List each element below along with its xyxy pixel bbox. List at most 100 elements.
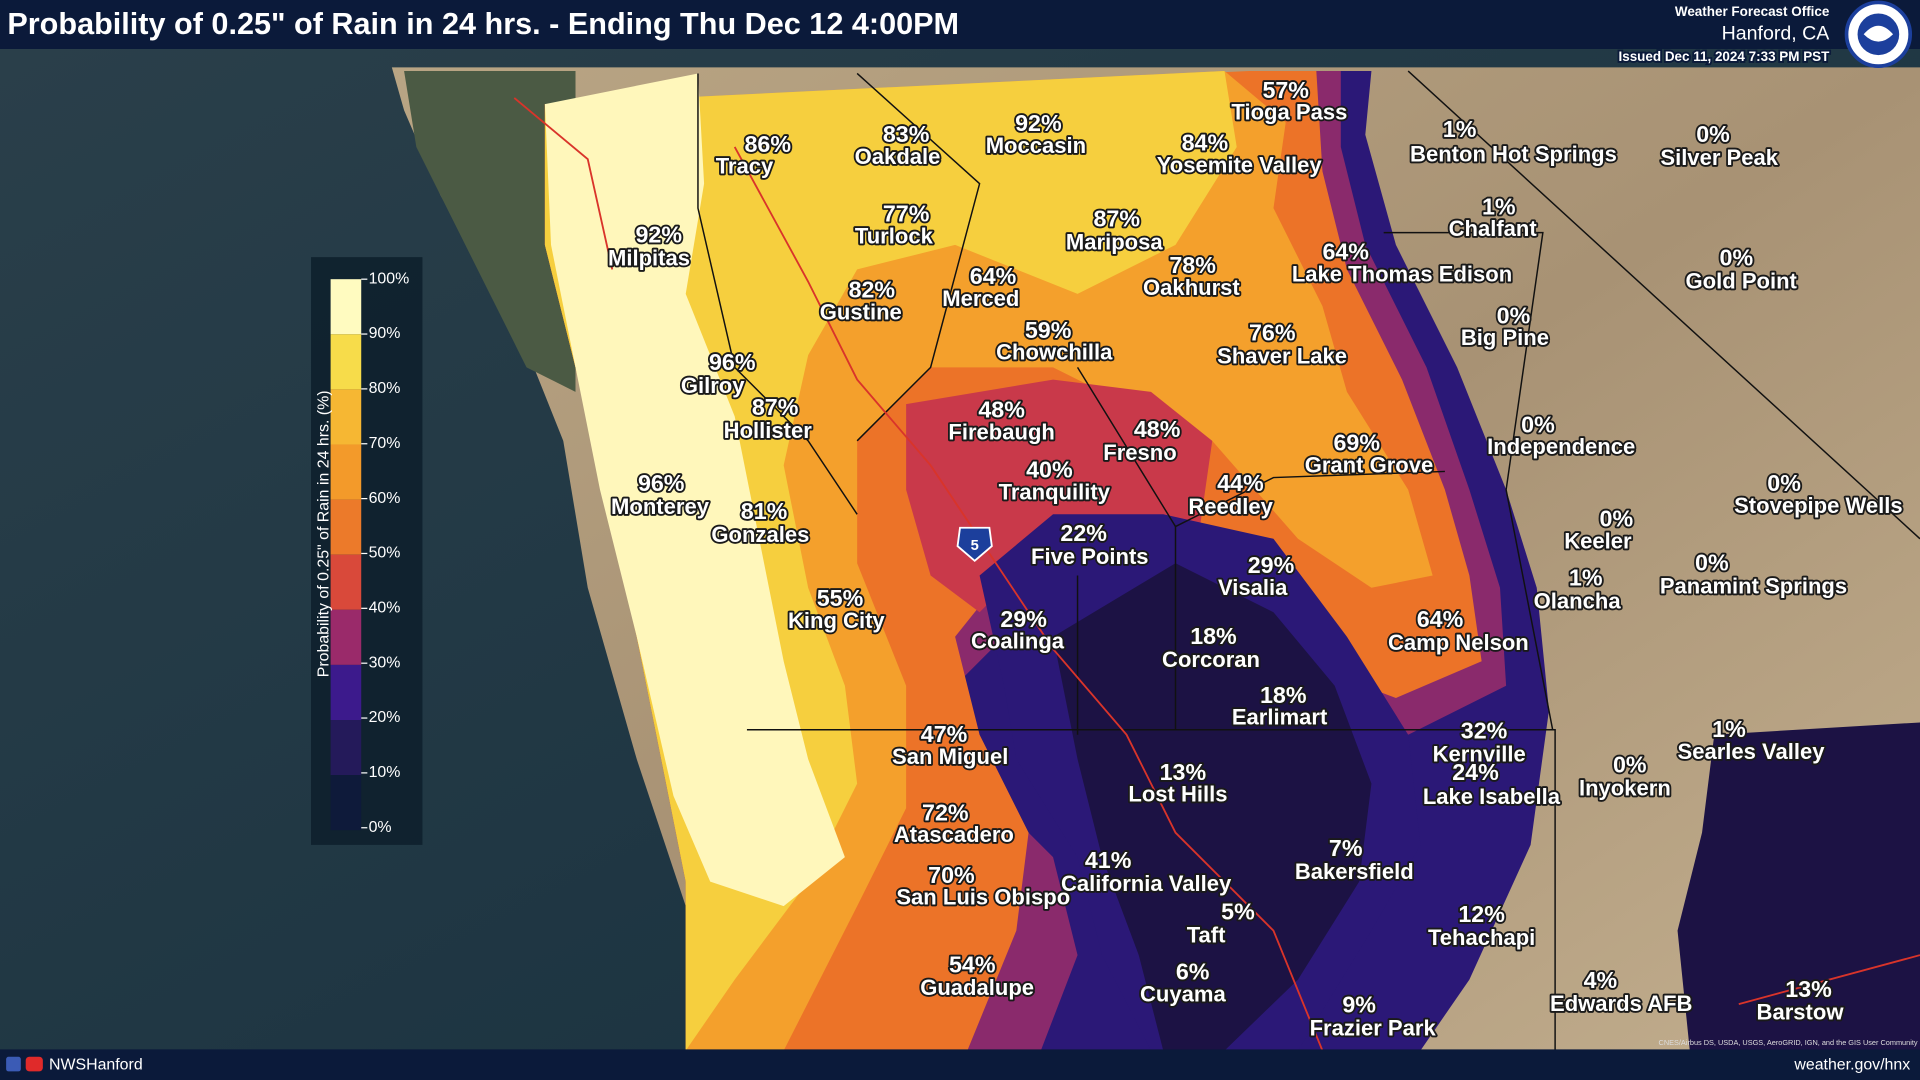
- location-value: 0%: [1720, 245, 1754, 271]
- location-name: Hollister: [724, 418, 813, 443]
- location-value: 1%: [1569, 564, 1603, 590]
- location-value: 44%: [1217, 470, 1264, 496]
- legend-tick-label: 100%: [369, 270, 410, 287]
- location-value: 81%: [741, 498, 788, 524]
- location-name: Oakhurst: [1143, 275, 1240, 300]
- location-name: Lake Isabella: [1423, 784, 1561, 809]
- location-name: Barstow: [1757, 1000, 1845, 1025]
- location-value: 82%: [849, 277, 896, 303]
- legend-tick-label: 60%: [369, 490, 401, 507]
- location-value: 78%: [1169, 252, 1216, 278]
- color-step: [330, 444, 362, 500]
- header: Probability of 0.25" of Rain in 24 hrs. …: [0, 0, 1920, 68]
- legend-tick-label: 30%: [369, 654, 401, 671]
- county-line: [746, 729, 1556, 1051]
- location-name: Visalia: [1218, 575, 1288, 600]
- legend-tick-label: 20%: [369, 709, 401, 726]
- legend-tick-label: 80%: [369, 380, 401, 397]
- location-value: 7%: [1329, 835, 1363, 861]
- location-value: 64%: [970, 263, 1017, 289]
- color-step: [330, 664, 362, 720]
- location-value: 0%: [1497, 302, 1531, 328]
- legend-ticks: 100% 90% 80% 70% 60% 50% 40% 30% 20% 10% 0%: [361, 270, 409, 836]
- location-value: 86%: [744, 131, 791, 157]
- legend-box: [311, 257, 423, 845]
- legend-title: Probability of 0.25" of Rain in 24 hrs. …: [316, 390, 333, 677]
- location-value: 87%: [752, 394, 799, 420]
- location-name: Mariposa: [1066, 230, 1163, 255]
- location-name: California Valley: [1061, 871, 1232, 896]
- location-name: Monterey: [611, 494, 710, 519]
- location-value: 96%: [709, 349, 756, 375]
- shield-shape: [956, 526, 993, 563]
- location-value: 92%: [1015, 110, 1062, 136]
- location-name: Edwards AFB: [1550, 991, 1692, 1016]
- location-value: 76%: [1249, 319, 1296, 345]
- probability-overlay: [544, 71, 1920, 1051]
- location-name: Camp Nelson: [1388, 630, 1529, 655]
- location-value: 96%: [638, 470, 685, 496]
- location-name: Chowchilla: [996, 340, 1113, 365]
- location-name: Searles Valley: [1678, 739, 1826, 764]
- color-step: [330, 775, 362, 831]
- location-value: 47%: [921, 721, 968, 747]
- location-value: 69%: [1333, 430, 1380, 456]
- location-name: Panamint Springs: [1660, 574, 1847, 599]
- boundaries: [697, 70, 1920, 1051]
- issued-time: Issued Dec 11, 2024 7:33 PM PST: [1618, 49, 1830, 64]
- location-value: 41%: [1085, 847, 1132, 873]
- bay-area-land: [404, 71, 576, 392]
- county-line: [1383, 231, 1554, 730]
- footer-bar: [0, 1049, 1920, 1080]
- office-label: Weather Forecast Office: [1675, 4, 1830, 19]
- legend-tick-label: 0%: [369, 819, 392, 836]
- color-step: [330, 334, 362, 390]
- location-name: Stovepipe Wells: [1734, 493, 1903, 518]
- highway: [513, 97, 614, 270]
- location-name: Five Points: [1031, 544, 1149, 569]
- roads: [513, 97, 1920, 1051]
- location-name: Bakersfield: [1295, 859, 1414, 884]
- location-value: 0%: [1696, 121, 1730, 147]
- location-name: Atascadero: [894, 822, 1014, 847]
- band-10-20-mojave: [1677, 722, 1920, 1051]
- header-title: Probability of 0.25" of Rain in 24 hrs. …: [7, 7, 959, 41]
- legend-tick-label: 40%: [369, 600, 401, 617]
- location-value: 29%: [1000, 606, 1047, 632]
- location-value: 0%: [1600, 506, 1634, 532]
- location-name: Keeler: [1564, 528, 1632, 553]
- color-step: [330, 499, 362, 555]
- location-name: Corcoran: [1162, 647, 1260, 672]
- location-name: Lost Hills: [1128, 782, 1227, 807]
- location-name: Gustine: [820, 299, 902, 324]
- location-name: Moccasin: [986, 133, 1086, 158]
- location-name: Shaver Lake: [1217, 343, 1347, 368]
- location-name: Frazier Park: [1310, 1016, 1437, 1041]
- location-value: 22%: [1060, 520, 1107, 546]
- interstate-shield: 5: [956, 526, 993, 563]
- office-location: Hanford, CA: [1722, 22, 1831, 44]
- band-90-100: [544, 73, 845, 907]
- location-value: 64%: [1417, 606, 1464, 632]
- header-bar: [0, 0, 1920, 49]
- location-name: Big Pine: [1461, 325, 1549, 350]
- location-name: Merced: [942, 286, 1019, 311]
- color-step: [330, 609, 362, 665]
- location-value: 55%: [817, 585, 864, 611]
- location-name: Tehachapi: [1428, 925, 1535, 950]
- location-value: 6%: [1176, 959, 1210, 985]
- location-name: Oakdale: [855, 144, 941, 169]
- location-value: 1%: [1712, 716, 1746, 742]
- legend-tick-label: 90%: [369, 325, 401, 342]
- location-name: Coalinga: [971, 629, 1065, 654]
- location-value: 1%: [1443, 116, 1477, 142]
- location-value: 4%: [1584, 967, 1618, 993]
- location-name: Turlock: [855, 223, 934, 248]
- location-name: Benton Hot Springs: [1410, 141, 1617, 166]
- location-labels: 57%Tioga Pass86%Tracy83%Oakdale92%Moccas…: [606, 75, 1904, 1042]
- location-value: 84%: [1182, 130, 1229, 156]
- attribution: CNES/Airbus DS, USDA, USGS, AeroGRID, IG…: [1659, 1038, 1918, 1047]
- location-name: Tracy: [716, 154, 774, 179]
- location-name: Milpitas: [608, 245, 690, 270]
- location-name: Independence: [1487, 434, 1635, 459]
